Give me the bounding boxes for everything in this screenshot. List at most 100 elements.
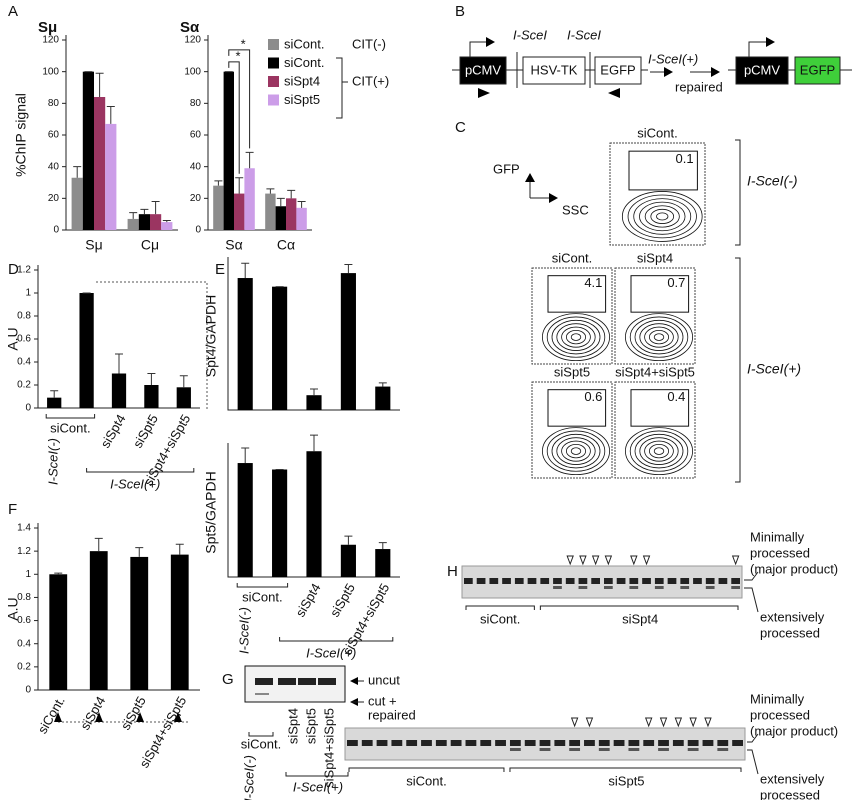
axis-arrow (529, 180, 552, 199)
error-bar (214, 180, 223, 186)
band-label: uncut (368, 672, 400, 687)
plot-label: siSpt4+siSpt5 (615, 364, 695, 379)
bar (272, 469, 288, 577)
bracket (86, 468, 195, 473)
construct-box (522, 56, 586, 85)
group-label: I-SceI(+) (110, 476, 160, 491)
band (654, 578, 664, 584)
primer (608, 88, 620, 98)
lane-label: siCont. (406, 773, 446, 788)
panel-letter: F (8, 501, 17, 518)
gate (628, 150, 698, 191)
y-tick-label: 120 (42, 35, 59, 46)
legend-label: siCont. (284, 55, 324, 70)
product-label: extensively (760, 771, 825, 786)
bar (170, 554, 189, 690)
band (613, 740, 625, 746)
significance-label: * (241, 36, 246, 51)
gate (630, 275, 690, 313)
product-label: (major product) (750, 723, 838, 738)
error-bar (235, 177, 244, 194)
site-label: I-SceI (513, 27, 547, 42)
contour (556, 323, 596, 351)
panel-letter: C (455, 119, 466, 136)
lane-label: siSpt4+siSpt5 (321, 708, 336, 788)
error-bar (310, 388, 318, 396)
bracket (279, 637, 394, 642)
bar (138, 214, 150, 230)
error-bar (94, 537, 103, 552)
group-label: I-SceI(-) (237, 607, 252, 654)
error-bar (344, 535, 353, 545)
group-label: I-SceI(-) (241, 755, 256, 800)
contour (634, 433, 684, 469)
contour (644, 440, 674, 462)
promoter-arrow (469, 41, 487, 57)
bracket (735, 257, 741, 483)
legend-brace (336, 57, 348, 119)
bar (79, 293, 94, 408)
band (298, 678, 316, 685)
band (687, 748, 699, 751)
x-tick-label: Cμ (141, 237, 159, 253)
bracket (348, 767, 505, 772)
product-label: (major product) (750, 561, 838, 576)
y-tick-label: 1.2 (17, 546, 31, 557)
band (509, 748, 521, 751)
bar (150, 214, 162, 230)
flow-plot (609, 142, 706, 246)
band (717, 740, 729, 746)
band (539, 740, 551, 746)
primer (478, 88, 490, 98)
band (514, 578, 524, 584)
band (680, 578, 690, 584)
error-bar (175, 543, 184, 555)
bracket (509, 767, 742, 772)
arrow-label: I-SceI(+) (648, 51, 698, 66)
x-tick-label: siSpt5 (118, 694, 149, 733)
bracket (465, 605, 535, 610)
contour (629, 316, 689, 358)
gate-value: 0.6 (584, 389, 602, 404)
band (502, 578, 511, 584)
construct-label: pCMV (465, 62, 501, 77)
error-bar (276, 197, 285, 207)
lane-marker (585, 717, 594, 728)
bar (49, 574, 68, 690)
y-axis-label: %ChIP signal (13, 93, 29, 177)
construct-label: pCMV (744, 62, 780, 77)
band (604, 586, 613, 589)
x-tick-label: siSpt4 (293, 581, 324, 620)
plot-label: siSpt4 (637, 250, 673, 265)
legend-label: siCont. (284, 36, 324, 51)
bar (340, 544, 356, 577)
contour (556, 437, 596, 465)
band (658, 748, 669, 751)
lane-label: siCont. (241, 736, 281, 751)
bar (111, 373, 127, 408)
band (495, 740, 506, 746)
band (450, 740, 462, 746)
contour (634, 319, 684, 355)
x-tick-label: siSpt4 (77, 694, 108, 733)
panel-letter: G (222, 671, 234, 688)
legend-label: siSpt5 (284, 92, 320, 107)
y-tick-label: 0 (53, 225, 59, 236)
bar (286, 198, 297, 230)
construct-box (594, 56, 642, 85)
band (553, 586, 562, 589)
band (680, 586, 690, 589)
lane-marker (731, 555, 740, 566)
connector (96, 281, 208, 410)
y-axis-label: Spt5/GAPDH (203, 471, 219, 553)
arrowhead (664, 67, 673, 77)
plot-label: siCont. (637, 125, 677, 140)
band (476, 578, 486, 584)
gate (547, 389, 607, 427)
flow-plot (614, 267, 696, 365)
lane-marker (604, 555, 613, 566)
bar (272, 286, 288, 410)
x-tick-label: Sα (225, 237, 242, 253)
band (554, 740, 566, 746)
band (598, 748, 610, 751)
